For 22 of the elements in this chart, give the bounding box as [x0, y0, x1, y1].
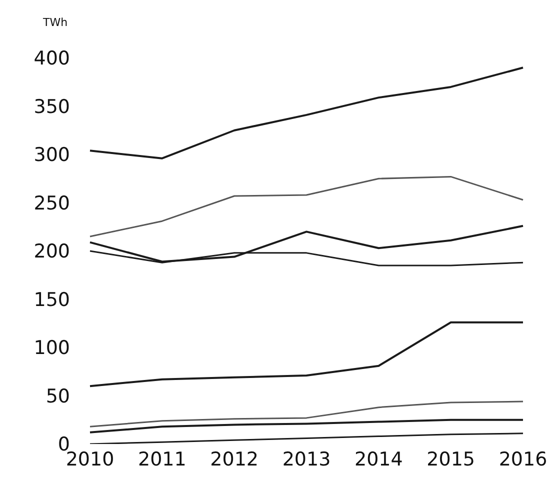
y-tick-label: 200 [34, 240, 70, 263]
x-tick-label: 2013 [282, 448, 331, 470]
line-series [89, 321, 524, 388]
x-tick-label: 2012 [210, 448, 259, 470]
line-series [89, 66, 524, 160]
x-tick-label: 2014 [354, 448, 403, 470]
line-series [89, 224, 524, 263]
y-tick-label: 100 [34, 337, 70, 360]
y-tick-label: 50 [46, 385, 70, 408]
y-tick-label: 350 [34, 96, 70, 118]
line-series [89, 432, 524, 444]
y-axis-title: TWh [43, 16, 68, 29]
line-series [89, 418, 524, 434]
y-tick-label: 300 [34, 144, 70, 166]
y-tick-label: 150 [34, 288, 70, 311]
x-tick-label: 2015 [426, 448, 476, 470]
line-series [89, 400, 524, 428]
x-tick-label: 2011 [138, 448, 186, 470]
y-tick-label: 250 [34, 192, 70, 214]
y-tick-label: 400 [34, 48, 70, 70]
x-tick-label: 2016 [498, 448, 548, 470]
line-series [89, 176, 524, 238]
